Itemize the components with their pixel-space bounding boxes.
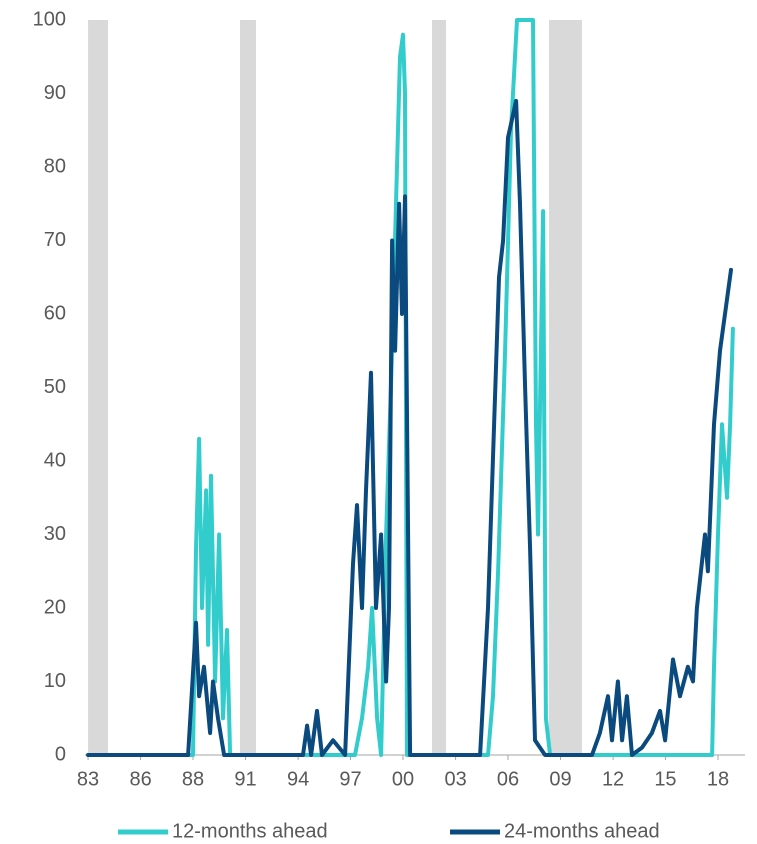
recession-band	[548, 20, 582, 755]
x-tick-label: 12	[602, 768, 624, 790]
y-tick-label: 10	[44, 670, 66, 692]
recession-band	[239, 20, 256, 755]
legend-label: 24-months ahead	[504, 820, 660, 842]
y-tick-label: 30	[44, 523, 66, 545]
y-tick-label: 90	[44, 82, 66, 104]
x-tick-label: 83	[77, 768, 99, 790]
x-tick-label: 15	[654, 768, 676, 790]
y-tick-label: 20	[44, 596, 66, 618]
y-tick-label: 50	[44, 376, 66, 398]
recession-band	[432, 20, 447, 755]
x-tick-label: 97	[339, 768, 361, 790]
y-tick-label: 70	[44, 229, 66, 251]
legend-label: 12-months ahead	[172, 820, 328, 842]
y-tick-label: 100	[33, 8, 66, 30]
x-tick-label: 06	[497, 768, 519, 790]
series-line	[86, 98, 733, 757]
x-tick-label: 00	[392, 768, 414, 790]
x-tick-label: 03	[444, 768, 466, 790]
y-tick-label: 40	[44, 449, 66, 471]
recession-band	[88, 20, 109, 755]
x-tick-label: 09	[549, 768, 571, 790]
x-tick-label: 86	[129, 768, 151, 790]
series-line	[86, 18, 735, 757]
y-tick-label: 80	[44, 155, 66, 177]
x-tick-label: 18	[707, 768, 729, 790]
y-tick-label: 60	[44, 302, 66, 324]
y-tick-label: 0	[55, 743, 66, 765]
x-tick-label: 88	[182, 768, 204, 790]
x-tick-label: 91	[234, 768, 256, 790]
x-tick-label: 94	[287, 768, 309, 790]
